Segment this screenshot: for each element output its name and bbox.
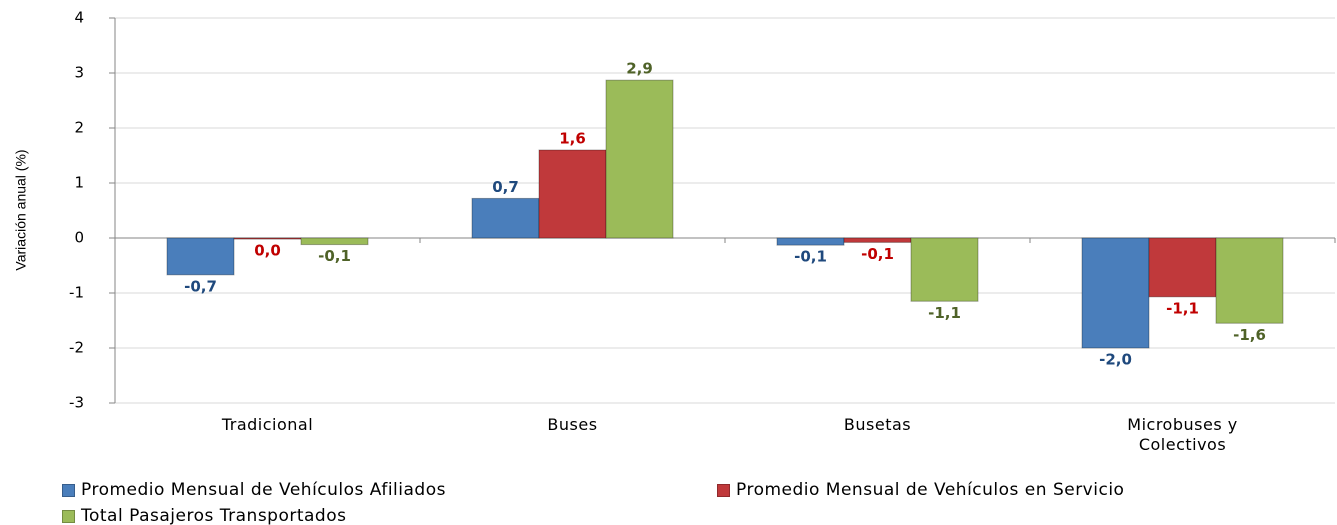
bar — [605, 79, 674, 239]
bar — [1215, 237, 1284, 324]
y-tick-label: 3 — [74, 64, 84, 82]
bar — [1148, 237, 1217, 298]
data-label: -1,6 — [1233, 326, 1266, 344]
legend-swatch — [62, 509, 75, 523]
data-label: 2,9 — [626, 60, 653, 78]
legend-label: Promedio Mensual de Vehículos en Servici… — [736, 480, 1125, 500]
legend-swatch — [717, 483, 730, 497]
y-tick-label: -2 — [69, 339, 84, 357]
legend-label: Total Pasajeros Transportados — [81, 506, 347, 525]
x-tick-label: Microbuses y Colectivos — [1127, 415, 1238, 454]
bar — [910, 237, 979, 302]
data-label: -0,1 — [318, 247, 351, 265]
bar — [233, 237, 302, 240]
data-label: -1,1 — [928, 304, 961, 322]
legend-label: Promedio Mensual de Vehículos Afiliados — [81, 480, 446, 500]
x-tick-label: Busetas — [843, 415, 912, 434]
y-tick-label: 1 — [74, 174, 84, 192]
data-label: 0,0 — [254, 242, 281, 260]
y-tick-label: 2 — [74, 119, 84, 137]
legend-swatch — [62, 483, 75, 497]
legend-item: Promedio Mensual de Vehículos Afiliados — [62, 480, 446, 500]
bar — [1081, 237, 1150, 349]
bar — [471, 197, 540, 239]
x-tick-label: Tradicional — [221, 415, 314, 434]
data-label: -0,1 — [794, 248, 827, 266]
data-label: -1,1 — [1166, 299, 1199, 317]
y-tick-label: -1 — [69, 284, 84, 302]
y-axis-label: Variación anual (%) — [13, 149, 29, 270]
data-label: 1,6 — [559, 130, 586, 148]
data-label: 0,7 — [492, 178, 519, 196]
data-label: -2,0 — [1099, 351, 1132, 369]
y-tick-label: 4 — [74, 9, 84, 27]
bar — [538, 149, 607, 239]
y-tick-label: 0 — [74, 229, 84, 247]
data-label: -0,1 — [861, 245, 894, 263]
bar — [843, 237, 912, 243]
legend-item: Total Pasajeros Transportados — [62, 506, 346, 525]
bar — [776, 237, 845, 246]
data-label: -0,7 — [184, 277, 217, 295]
bar — [300, 237, 369, 246]
y-tick-label: -3 — [69, 394, 84, 412]
bar — [166, 237, 235, 276]
legend-item: Promedio Mensual de Vehículos en Servici… — [717, 480, 1124, 500]
x-tick-label: Buses — [547, 415, 598, 434]
